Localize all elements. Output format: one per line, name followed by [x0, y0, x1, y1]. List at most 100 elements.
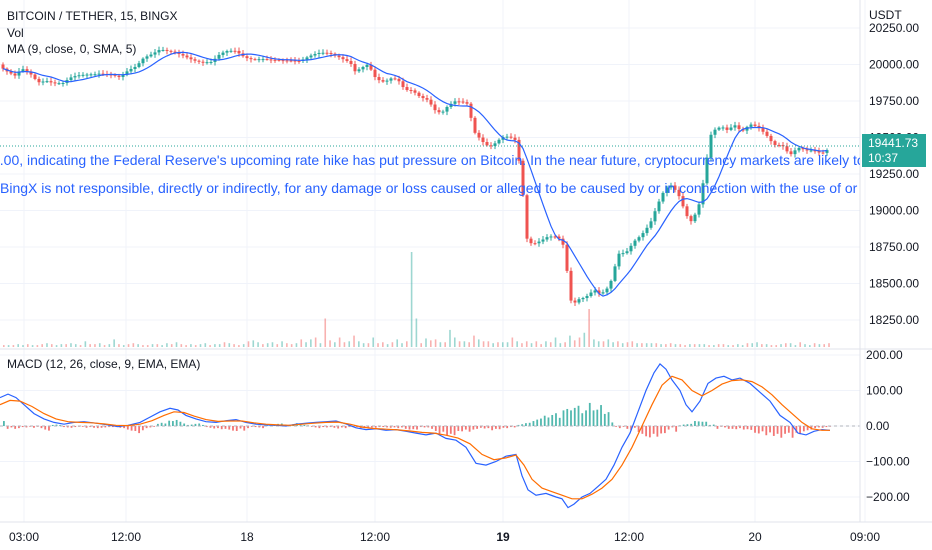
candle-body: [705, 157, 709, 184]
macd-histogram-bar: [739, 426, 741, 429]
candle-body: [129, 69, 133, 72]
candle-body: [825, 150, 829, 153]
volume-bar: [429, 340, 432, 347]
macd-histogram-bar: [404, 426, 407, 429]
macd-histogram-bar: [337, 426, 340, 429]
volume-bar: [660, 344, 662, 347]
volume-bar: [175, 342, 178, 347]
macd-histogram-bar: [697, 421, 700, 426]
candle-body: [817, 150, 821, 153]
volume-bar: [185, 345, 187, 347]
annotation-text-1: 9.00, indicating the Federal Reserve's u…: [0, 152, 860, 168]
macd-histogram-bar: [536, 419, 539, 426]
macd-histogram-bar: [525, 423, 527, 426]
volume-bar: [22, 345, 24, 347]
volume-bar: [693, 344, 696, 347]
macd-histogram-bar: [89, 426, 92, 428]
volume-bar: [420, 343, 422, 347]
symbol-title[interactable]: BITCOIN / TETHER, 15, BINGX: [7, 9, 178, 23]
volume-bar: [151, 344, 154, 347]
macd-histogram-bar: [588, 402, 591, 426]
volume-bar: [334, 342, 336, 347]
macd-histogram-bar: [476, 426, 479, 429]
macd-histogram-bar: [153, 426, 156, 427]
volume-bar: [281, 341, 283, 347]
volume-bar: [780, 344, 782, 347]
volume-bar: [727, 345, 730, 347]
price-tick-label: 20000.00: [869, 58, 919, 72]
macd-histogram-bar: [765, 426, 768, 436]
currency-label: USDT: [869, 8, 902, 22]
macd-histogram-bar: [14, 426, 17, 429]
volume-bar: [108, 344, 111, 347]
candle-body: [225, 51, 229, 53]
macd-histogram-bar: [187, 424, 189, 426]
candle-body: [793, 150, 797, 155]
volume-bar: [506, 342, 509, 347]
macd-histogram-bar: [494, 426, 497, 429]
price-tick-label: 19750.00: [869, 94, 919, 108]
time-axis[interactable]: 03:00 12:00 18 12:00 19 12:00 20 09:00: [9, 530, 880, 544]
candle-body: [545, 237, 549, 240]
candle-body: [681, 196, 685, 207]
macd-histogram-bar: [506, 426, 509, 429]
volume-bar: [785, 343, 787, 347]
macd-histogram-bar: [138, 426, 141, 434]
candle-body: [473, 117, 477, 133]
macd-histogram-bar: [821, 426, 824, 428]
macd-histogram-bar: [806, 426, 809, 431]
candle-body: [217, 54, 221, 59]
volume-bar: [823, 344, 826, 347]
macd-histogram-bar: [510, 426, 512, 428]
macd-histogram-bar: [356, 426, 358, 428]
volume-bar: [286, 343, 288, 347]
price-axis[interactable]: 18250.00 18500.00 18750.00 19000.00 19250.00…: [869, 21, 919, 327]
candle-body: [273, 59, 277, 61]
volume-bar: [804, 344, 806, 347]
volume-bar: [214, 344, 216, 347]
volume-bar: [487, 341, 490, 347]
candle-body: [121, 74, 125, 78]
time-tick-label: 18: [240, 530, 254, 544]
candle-body: [677, 189, 681, 197]
candle-body: [145, 56, 149, 59]
macd-histogram-bar: [438, 426, 441, 434]
candle-body: [577, 299, 581, 303]
annotation-line-2: BingX is not responsible, directly or in…: [0, 180, 860, 196]
volume-bar: [732, 345, 734, 347]
candle-body: [9, 71, 13, 74]
candle-body: [513, 137, 517, 140]
candle-body: [405, 87, 409, 91]
candle-body: [89, 74, 93, 76]
candle-body: [61, 82, 65, 84]
volume-bar: [497, 342, 499, 347]
volume-bar: [353, 335, 355, 347]
candle-body: [617, 253, 621, 267]
macd-histogram-bar: [160, 422, 163, 426]
volume-bar: [247, 341, 250, 347]
volume-bar: [449, 329, 451, 347]
volume-bar: [588, 309, 590, 347]
volume-bar: [262, 344, 264, 347]
macd-axis[interactable]: 200.00 100.00 0.00 −100.00 −200.00: [866, 348, 910, 504]
candle-body: [253, 59, 257, 61]
volume-bar: [636, 343, 638, 347]
candle-body: [209, 61, 213, 63]
macd-histogram-bar: [585, 410, 587, 426]
macd-histogram-bar: [408, 426, 411, 430]
ma-legend[interactable]: MA (9, close, 0, SMA, 5): [7, 42, 137, 56]
candle-body: [397, 78, 401, 82]
candle-body: [821, 152, 825, 154]
vol-legend[interactable]: Vol: [7, 26, 24, 40]
candle-body: [389, 78, 393, 81]
macd-histogram-bar: [648, 426, 651, 438]
time-tick-label: 12:00: [614, 530, 644, 544]
macd-histogram-bar: [344, 426, 347, 429]
volume-bar: [689, 344, 691, 347]
candle-body: [93, 74, 97, 76]
candle-body: [101, 73, 105, 75]
candle-body: [569, 270, 573, 301]
macd-legend[interactable]: MACD (12, 26, close, 9, EMA, EMA): [7, 357, 201, 371]
candle-body: [637, 237, 641, 241]
